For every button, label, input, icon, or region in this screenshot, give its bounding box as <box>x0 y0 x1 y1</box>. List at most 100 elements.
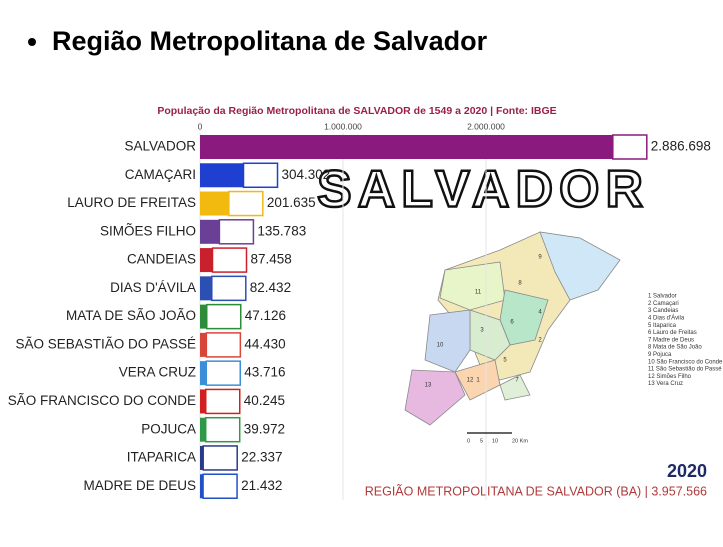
flag <box>204 416 241 443</box>
category-label: CANDEIAS <box>127 252 196 267</box>
map-legend-item: 4 Dias d'Ávila <box>648 314 685 321</box>
map-region-label: 11 <box>475 290 482 296</box>
flag <box>205 360 242 386</box>
map-legend-item: 10 São Francisco do Conde <box>648 359 723 365</box>
flag <box>218 219 255 245</box>
bar <box>200 276 212 301</box>
map-region <box>404 369 466 426</box>
bullet <box>28 38 36 46</box>
slide-title: Região Metropolitana de Salvador <box>52 26 488 56</box>
map-scale-label: 5 <box>480 438 483 444</box>
value-label: 47.126 <box>245 308 286 323</box>
flag <box>202 445 238 471</box>
map-legend-item: 12 Simões Filho <box>648 374 692 380</box>
chart-panel <box>0 95 723 505</box>
flag <box>211 275 247 302</box>
map-legend-item: 7 Madre de Deus <box>648 337 694 343</box>
category-label: VERA CRUZ <box>119 365 196 380</box>
bar <box>200 135 613 159</box>
value-label: 44.430 <box>244 336 285 351</box>
bar <box>200 361 207 386</box>
value-label: 39.972 <box>244 421 285 436</box>
category-label: DIAS D'ÁVILA <box>110 280 196 295</box>
map-region-label: 7 <box>515 378 519 384</box>
map-region-label: 10 <box>437 343 444 349</box>
map-region-label: 12 <box>467 378 474 384</box>
bar <box>200 304 207 329</box>
map-region <box>424 309 471 373</box>
flag <box>202 473 238 499</box>
map-scale-label: 0 <box>467 438 470 444</box>
map-region-label: 13 <box>425 383 432 389</box>
map-region-label: 2 <box>538 338 542 344</box>
map-region-label: 1 <box>476 378 480 384</box>
bar <box>200 191 229 216</box>
value-label: 40.245 <box>244 393 285 408</box>
bar <box>200 445 204 470</box>
bar <box>200 474 204 499</box>
category-label: CAMAÇARI <box>125 167 196 182</box>
map-legend-item: 5 Itaparica <box>648 323 677 329</box>
map-scale-label: 10 <box>492 438 498 444</box>
map-region-label: 6 <box>510 320 514 326</box>
map-legend-item: 8 Mata de São João <box>648 345 702 351</box>
map-region-label: 3 <box>480 328 484 334</box>
flag <box>612 134 648 160</box>
flag <box>211 247 248 273</box>
map-legend-item: 9 Pojuca <box>648 352 672 358</box>
map-region <box>499 289 549 346</box>
value-label: 135.783 <box>257 223 306 238</box>
map-region-label: 8 <box>518 281 522 287</box>
category-label: MADRE DE DEUS <box>83 478 196 493</box>
map-region-label: 4 <box>538 310 542 316</box>
value-label: 21.432 <box>241 478 282 493</box>
map-legend-item: 3 Candeias <box>648 308 678 314</box>
map-region <box>499 374 531 401</box>
map-title: SALVADOR <box>317 161 649 219</box>
bar <box>200 389 206 414</box>
map-legend-item: 6 Lauro de Freitas <box>648 330 697 336</box>
value-label: 87.458 <box>251 252 292 267</box>
value-label: 2.886.698 <box>651 139 711 154</box>
bar <box>200 417 206 442</box>
category-label: MATA DE SÃO JOÃO <box>66 308 196 323</box>
map-region <box>539 231 621 301</box>
category-label: LAURO DE FREITAS <box>67 195 196 210</box>
category-label: SÃO FRANCISCO DO CONDE <box>8 393 196 408</box>
x-tick-label: 0 <box>198 121 203 131</box>
bar <box>200 248 213 273</box>
flag <box>205 303 242 330</box>
value-label: 43.716 <box>244 365 285 380</box>
bar <box>200 163 244 188</box>
flag <box>205 388 241 415</box>
x-tick-label: 2.000.000 <box>467 121 505 131</box>
value-label: 201.635 <box>267 195 316 210</box>
bar <box>200 219 220 244</box>
flag <box>205 332 242 358</box>
map-legend-item: 2 Camaçari <box>648 301 679 307</box>
flag <box>228 190 264 217</box>
map <box>404 231 621 426</box>
footer: REGIÃO METROPOLITANA DE SALVADOR (BA) | … <box>365 484 707 498</box>
map-region <box>439 261 506 311</box>
value-label: 82.432 <box>250 280 291 295</box>
category-label: SALVADOR <box>124 139 196 154</box>
map-region-label: 9 <box>538 255 542 261</box>
map-legend-item: 1 Salvador <box>648 294 677 300</box>
year: 2020 <box>667 461 707 481</box>
category-label: SÃO SEBASTIÃO DO PASSÉ <box>15 336 196 351</box>
x-tick-label: 1.000.000 <box>324 121 362 131</box>
category-label: SIMÕES FILHO <box>100 223 196 238</box>
bar <box>200 332 207 357</box>
value-label: 22.337 <box>241 450 282 465</box>
flag <box>242 162 279 189</box>
category-label: ITAPARICA <box>127 450 196 465</box>
map-legend-item: 11 São Sebastião do Passé <box>648 367 722 373</box>
value-label: 304.302 <box>282 167 331 182</box>
map-scale-label: 20 Km <box>512 438 528 444</box>
category-label: POJUCA <box>141 421 196 436</box>
map-region-label: 5 <box>503 358 507 364</box>
map-legend-item: 13 Vera Cruz <box>648 381 683 387</box>
chart-title: População da Região Metropolitana de SAL… <box>157 105 556 117</box>
